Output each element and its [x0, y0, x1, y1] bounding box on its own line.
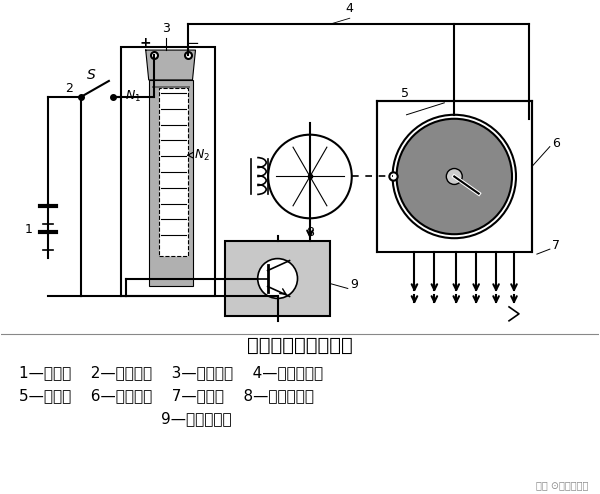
Circle shape	[446, 168, 462, 184]
Bar	[377, 101, 532, 252]
Text: 3: 3	[161, 22, 170, 35]
Text: 9—点火控制器: 9—点火控制器	[161, 411, 231, 426]
Text: +: +	[140, 36, 152, 50]
Circle shape	[268, 135, 352, 218]
Bar	[121, 47, 215, 296]
Bar	[158, 88, 188, 256]
Text: 9: 9	[350, 279, 358, 291]
Text: 2: 2	[65, 82, 73, 95]
Circle shape	[397, 119, 512, 234]
Text: 知乎 ⊙決车爱知家: 知乎 ⊙決车爱知家	[536, 480, 589, 490]
Text: 7: 7	[552, 239, 560, 252]
Text: 6: 6	[552, 137, 560, 150]
Circle shape	[257, 258, 298, 298]
Text: $N_2$: $N_2$	[194, 148, 211, 163]
Text: 4: 4	[346, 2, 354, 15]
Text: S: S	[86, 68, 95, 82]
Bar	[226, 241, 330, 316]
Bar	[152, 86, 190, 88]
Text: 1: 1	[25, 223, 32, 236]
Text: 5: 5	[401, 87, 409, 100]
Text: $N_1$: $N_1$	[125, 89, 141, 104]
Text: 1—蓄电池    2—点火开关    3—点火线圈    4—中央高压线: 1—蓄电池 2—点火开关 3—点火线圈 4—中央高压线	[19, 365, 323, 380]
Text: 点火系的工作原理图: 点火系的工作原理图	[247, 336, 353, 355]
Polygon shape	[146, 50, 196, 80]
Text: −: −	[186, 36, 199, 50]
Text: 8: 8	[306, 226, 314, 239]
Text: 5—配电器    6—分高压线    7—火花塞    8—信号发生器: 5—配电器 6—分高压线 7—火花塞 8—信号发生器	[19, 388, 314, 403]
Bar	[149, 80, 193, 286]
